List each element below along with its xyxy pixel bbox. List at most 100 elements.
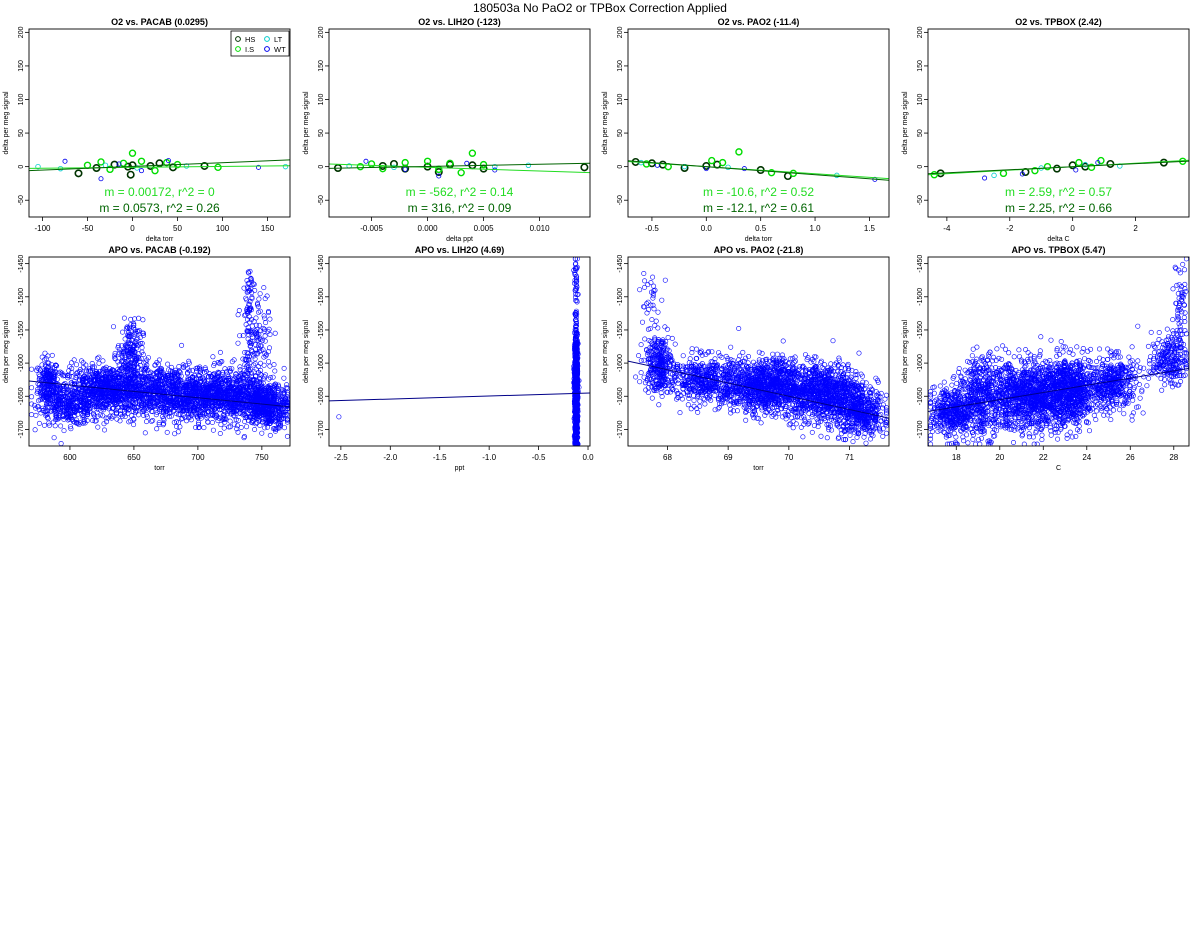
apo-point [245,354,251,360]
apo-point [122,381,128,387]
apo-point [47,379,53,385]
point-LT [725,164,731,171]
apo-point [124,358,130,364]
apo-point [253,421,259,427]
apo-point [212,375,218,381]
apo-point [183,389,189,395]
apo-point [246,339,252,345]
apo-point [39,354,45,360]
apo-point [157,372,163,378]
apo-point [249,317,255,323]
apo-point [237,333,243,339]
apo-point [172,371,178,377]
apo-point [277,421,283,427]
apo-point [226,373,232,379]
apo-point [115,369,121,375]
apo-point [36,366,42,372]
point-HS [155,159,164,168]
apo-point [115,359,121,365]
apo-point [262,425,268,431]
x-axis-label: torr [154,465,165,472]
apo-point [190,407,196,413]
apo-point [224,405,230,411]
x-tick-label: 0 [1070,224,1075,233]
apo-point [50,407,56,413]
point-WT [982,175,988,181]
apo-point [66,398,72,404]
apo-point [43,391,49,397]
apo-point [143,412,149,418]
apo-point [231,402,237,408]
apo-point [156,361,162,367]
apo-point [235,340,241,346]
apo-point [179,415,185,421]
y-tick-label: -1650 [18,387,25,405]
apo-point [39,362,45,368]
apo-point [86,373,92,379]
apo-point [220,416,226,422]
apo-point [271,395,277,401]
apo-point [137,334,143,340]
apo-point [261,328,267,334]
x-tick-label: 0 [130,224,135,233]
apo-point [118,402,124,408]
apo-point [130,370,136,376]
apo-point [107,366,113,372]
apo-point [202,366,208,372]
apo-point [54,385,60,391]
apo-point [29,394,35,400]
point-LT [183,163,190,169]
apo-point [176,363,182,369]
apo-point [75,369,81,375]
apo-point [136,315,142,321]
legend-label: WT [274,45,286,54]
plot-area [928,156,1189,181]
apo-point [132,385,138,391]
apo-point [200,406,206,412]
y-tick-label: -50 [318,195,325,205]
apo-point [63,414,69,420]
plot-frame [927,28,1190,218]
apo-point [248,397,254,403]
apo-point [271,362,277,368]
apo-point [51,384,57,390]
apo-point [62,380,68,386]
apo-point [185,392,191,398]
apo-point [248,275,254,281]
apo-point [35,388,41,394]
x-tick-label: 0.005 [474,224,495,233]
apo-point [188,395,194,401]
y-axis-label: delta per meg signal [3,320,10,383]
apo-point [251,362,257,368]
apo-point [57,369,63,375]
apo-point [152,375,158,381]
apo-point [246,388,252,394]
apo-point [250,418,256,424]
apo-point [100,413,106,419]
apo-point [130,364,136,370]
apo-point [136,356,142,362]
apo-point [41,422,47,428]
apo-point [265,310,271,316]
apo-point [162,373,168,379]
apo-point [45,360,51,366]
apo-point [161,417,167,423]
apo-point [253,366,259,372]
apo-point [219,380,225,386]
x-tick-label: 0.010 [530,224,551,233]
apo-point [133,354,139,360]
apo-point [208,403,214,409]
y-tick-label: 200 [617,26,624,38]
apo-point [54,393,60,399]
apo-point [246,332,252,338]
apo-point [192,379,198,385]
apo-point [65,375,71,381]
panel-5: APO vs. PACAB (-0.192)600 650 700 750torr-1… [3,245,291,472]
apo-point [232,414,238,420]
x-axis-label: ppt [455,465,465,472]
plot-frame [627,28,890,218]
apo-point [174,423,180,429]
apo-point [56,401,62,407]
apo-point [238,393,244,399]
apo-point [43,409,49,415]
